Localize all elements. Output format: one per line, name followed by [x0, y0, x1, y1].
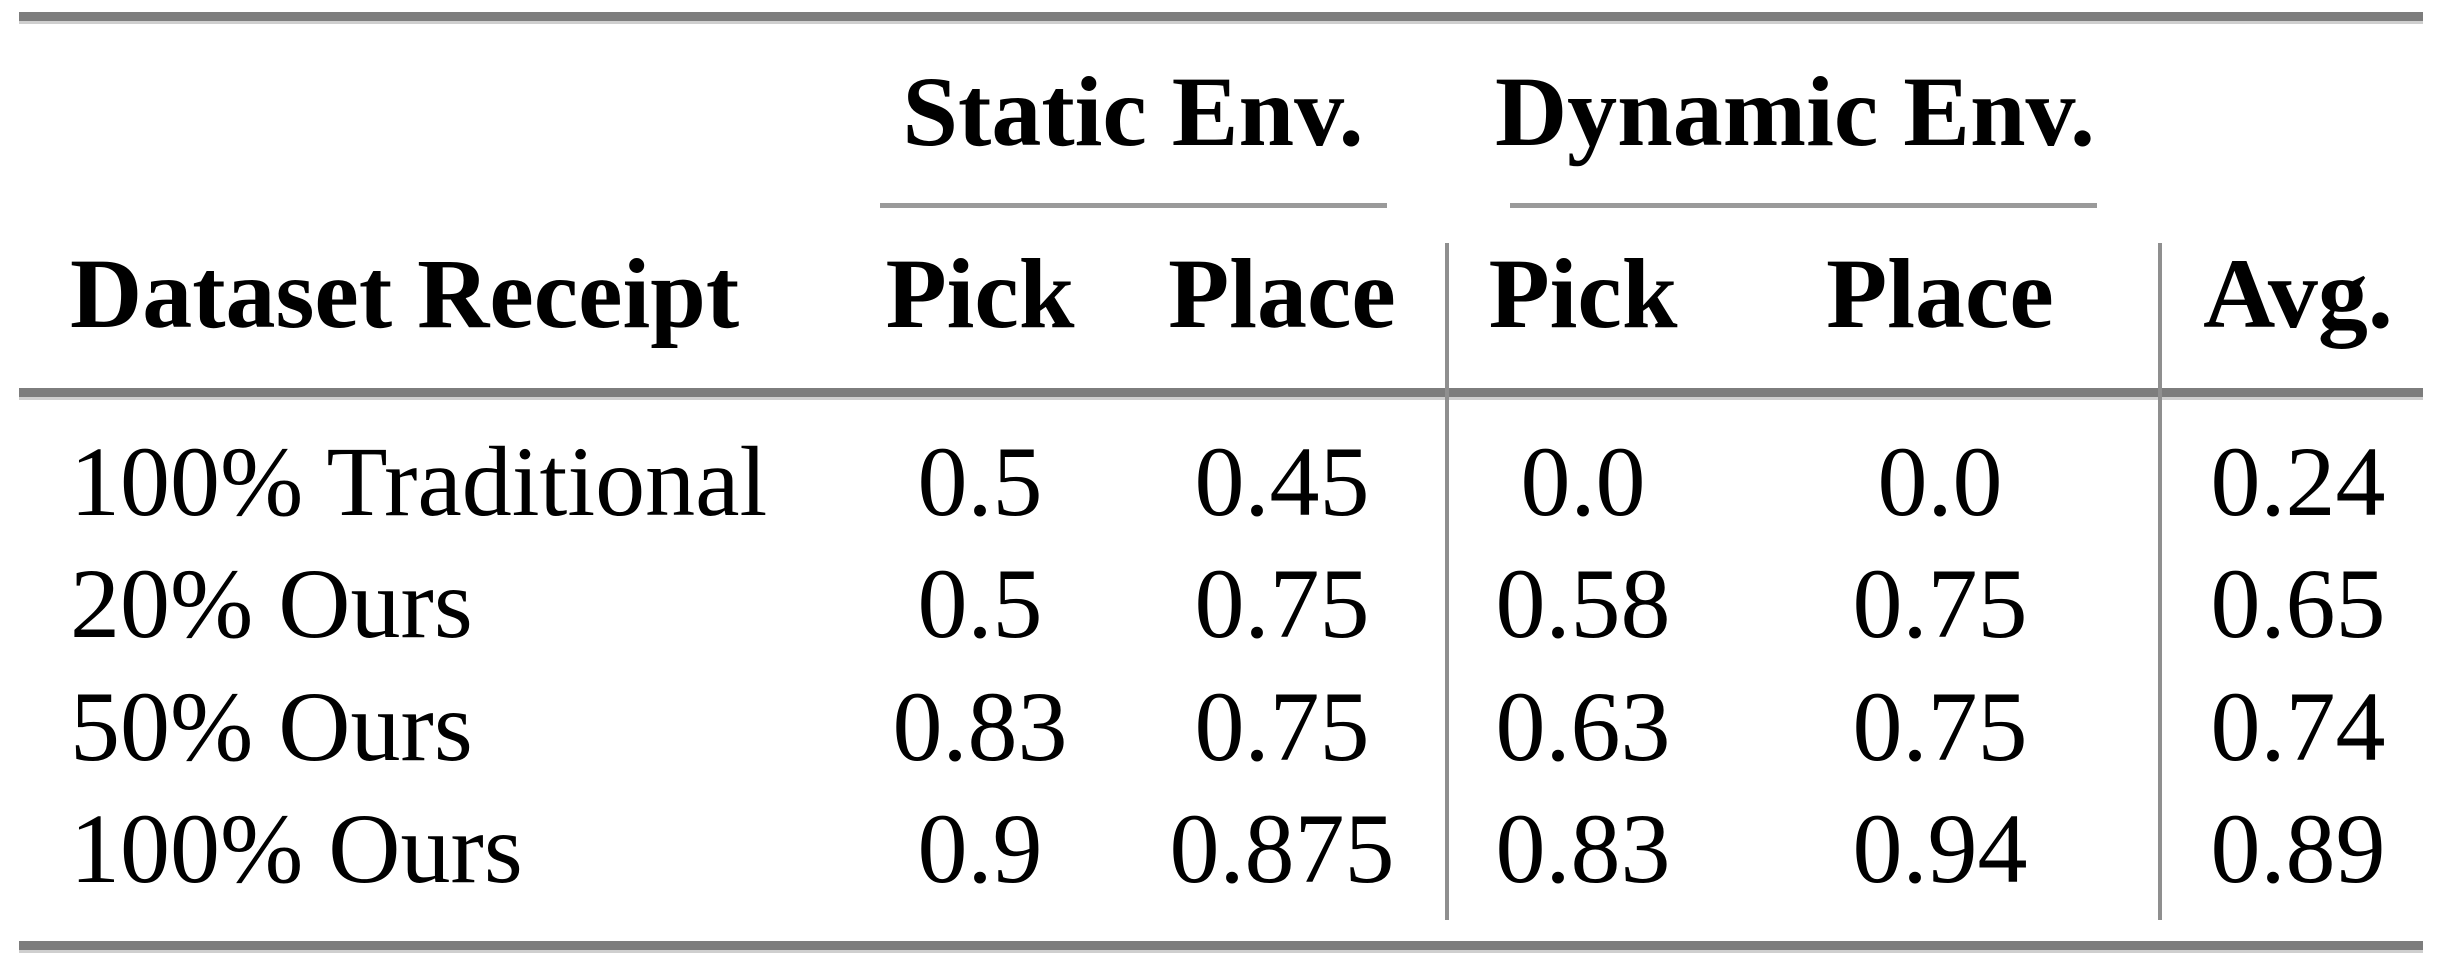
- column-header-dynamic-pick: Pick: [1488, 238, 1678, 349]
- cell-dynamic-place: 0.0: [1877, 426, 2003, 537]
- cell-dynamic-place: 0.75: [1852, 671, 2028, 782]
- cell-static-place: 0.45: [1194, 426, 1370, 537]
- row-label: 20% Ours: [70, 548, 473, 659]
- group-header-static-env: Static Env.: [902, 56, 1364, 167]
- cell-static-place: 0.875: [1169, 793, 1395, 904]
- cell-dynamic-pick: 0.83: [1495, 793, 1671, 904]
- cell-static-pick: 0.5: [917, 426, 1043, 537]
- cell-static-pick: 0.5: [917, 548, 1043, 659]
- cell-static-pick: 0.9: [917, 793, 1043, 904]
- table-bottom-rule: [19, 941, 2423, 953]
- row-label: 100% Ours: [70, 793, 523, 904]
- cell-dynamic-pick: 0.0: [1520, 426, 1646, 537]
- column-header-avg: Avg.: [2203, 238, 2393, 349]
- cell-avg: 0.89: [2210, 793, 2386, 904]
- cell-static-pick: 0.83: [892, 671, 1068, 782]
- column-header-dynamic-place: Place: [1826, 238, 2054, 349]
- table-header-rule: [19, 388, 2423, 400]
- cell-dynamic-pick: 0.58: [1495, 548, 1671, 659]
- cell-dynamic-pick: 0.63: [1495, 671, 1671, 782]
- separator-dynamic-avg: [2158, 243, 2162, 920]
- static-env-cmidrule: [880, 203, 1387, 208]
- row-label: 100% Traditional: [70, 426, 768, 537]
- group-header-dynamic-env: Dynamic Env.: [1494, 56, 2096, 167]
- cell-static-place: 0.75: [1194, 671, 1370, 782]
- cell-dynamic-place: 0.94: [1852, 793, 2028, 904]
- cell-avg: 0.24: [2210, 426, 2386, 537]
- cell-static-place: 0.75: [1194, 548, 1370, 659]
- column-header-dataset-receipt: Dataset Receipt: [70, 238, 740, 349]
- column-header-static-pick: Pick: [885, 238, 1075, 349]
- cell-dynamic-place: 0.75: [1852, 548, 2028, 659]
- table-top-rule: [19, 12, 2423, 24]
- cell-avg: 0.74: [2210, 671, 2386, 782]
- cell-avg: 0.65: [2210, 548, 2386, 659]
- dynamic-env-cmidrule: [1510, 203, 2097, 208]
- row-label: 50% Ours: [70, 671, 473, 782]
- separator-static-dynamic: [1445, 243, 1449, 920]
- column-header-static-place: Place: [1168, 238, 1396, 349]
